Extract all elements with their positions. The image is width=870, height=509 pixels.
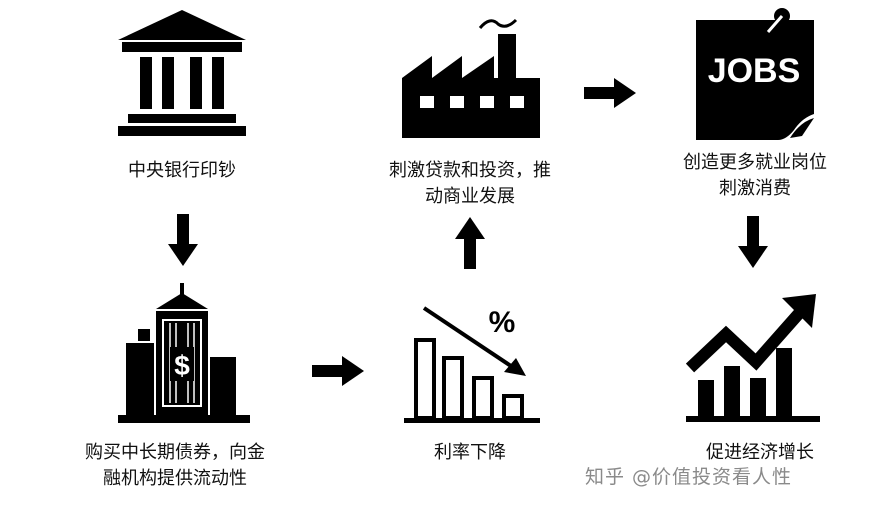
node-label: 创造更多就业岗位 刺激消费	[683, 152, 827, 199]
arrow-down-left	[168, 214, 198, 266]
node-label: 促进经济增长	[706, 442, 814, 463]
jobs-note-icon: JOBS	[696, 8, 814, 140]
arrow-up-middle	[455, 217, 485, 269]
arrow-right-top	[584, 78, 636, 108]
svg-text:$: $	[174, 350, 190, 381]
watermark: 知乎 @价值投资看人性	[585, 466, 793, 488]
rising-bar-chart-icon	[686, 294, 820, 422]
jobs-text: JOBS	[708, 52, 801, 90]
city-dollar-building-icon: $	[118, 283, 250, 423]
declining-bar-chart-percent-icon: %	[404, 306, 540, 423]
bank-icon	[118, 10, 246, 136]
factory-icon	[402, 18, 540, 138]
svg-text:%: %	[489, 306, 516, 339]
node-label: 利率下降	[434, 442, 506, 463]
node-label: 刺激贷款和投资，推 动商业发展	[389, 160, 551, 207]
arrow-down-right	[738, 216, 768, 268]
node-label: 中央银行印钞	[128, 160, 236, 181]
arrow-right-bottom	[312, 356, 364, 386]
node-label: 购买中长期债券，向金 融机构提供流动性	[85, 442, 265, 489]
